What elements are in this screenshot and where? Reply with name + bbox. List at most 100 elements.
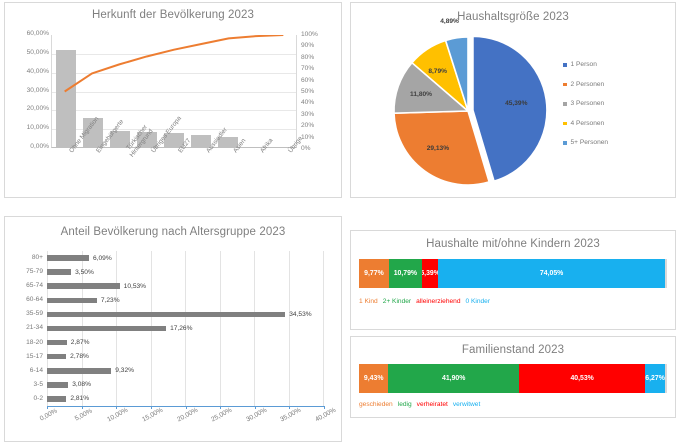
pareto-y-tick-right: 70% <box>301 65 315 73</box>
age-bar <box>47 255 90 261</box>
age-bar <box>47 353 67 360</box>
pareto-bar <box>136 132 157 147</box>
age-bar <box>47 297 97 304</box>
pie-legend-item[interactable]: 3 Personen <box>563 94 608 114</box>
age-axis-tick <box>324 406 325 409</box>
age-bar <box>47 325 167 332</box>
chart-panel-herkunft: Herkunft der Bevölkerung 2023 60,00% 50,0… <box>4 2 342 198</box>
age-axis-tick <box>289 406 291 409</box>
pie-legend-item[interactable]: 2 Personen <box>563 75 608 95</box>
pareto-y-tick-right: 80% <box>301 53 315 61</box>
age-category-label: 35-59 <box>26 310 43 318</box>
pareto-y-tick-right: 10% <box>301 133 315 141</box>
age-axis-tick <box>47 406 48 409</box>
pie-legend: 1 Person 2 Personen 3 Personen 4 Personen 5+… <box>563 55 608 153</box>
age-x-tick-label: 35,00% <box>279 406 303 424</box>
pareto-y-tick-right: 40% <box>301 99 315 107</box>
age-data-label: 10,53% <box>123 282 147 290</box>
age-axis-tick <box>150 406 152 409</box>
age-bar-row: 3-5 3,08% <box>33 378 323 392</box>
stacked-segment[interactable]: 9,43% <box>359 364 389 393</box>
pie-data-label: 4,89% <box>440 18 459 26</box>
stacked-bar-familienstand: 9,43% 41,90% 40,53% 6,27% <box>359 364 667 393</box>
age-x-tick-label: 20,00% <box>175 406 199 424</box>
age-category-label: 3-5 <box>33 380 43 388</box>
pareto-gridline <box>52 129 296 131</box>
stacked-segment[interactable]: 10,79% <box>388 259 422 288</box>
age-gridline <box>185 251 186 406</box>
age-category-label: 6-14 <box>29 366 43 374</box>
age-data-label: 2,87% <box>70 339 90 347</box>
pie-legend-item[interactable]: 5+ Personen <box>563 133 608 153</box>
age-bar-row: 65-74 10,53% <box>26 279 323 293</box>
pie-legend-item[interactable]: 4 Personen <box>563 114 608 134</box>
pareto-y-tick-left: 20,00% <box>26 105 49 113</box>
age-bar-row: 18-20 2,87% <box>26 336 323 350</box>
legend-familienstand: geschieden ledig verheiratet verwitwet <box>359 401 480 408</box>
pie-slice[interactable] <box>444 36 469 112</box>
age-bar-row: 60-64 7,23% <box>26 293 323 307</box>
age-data-label: 34,53% <box>289 310 312 318</box>
stacked-legend-label[interactable]: 1 Kind <box>359 298 378 305</box>
pareto-y-tick-left: 40,00% <box>26 67 49 75</box>
age-x-tick-label: 40,00% <box>314 406 338 424</box>
age-gridline <box>219 251 221 406</box>
stacked-segment[interactable]: 5,39% <box>421 259 439 288</box>
age-data-label: 7,23% <box>100 296 120 304</box>
age-x-tick-label: 25,00% <box>210 406 234 424</box>
pie-slice[interactable] <box>393 110 491 186</box>
stacked-legend-label[interactable]: verwitwet <box>452 401 481 408</box>
pareto-bar <box>218 137 239 147</box>
chart-panel-haushaltsgroesse: Haushaltsgröße 2023 45,39% 29,13% 11,80% 8,… <box>350 2 676 198</box>
pie-legend-item[interactable]: 1 Person <box>563 55 608 75</box>
pareto-y-tick-right: 90% <box>301 42 315 50</box>
age-axis-tick <box>116 406 118 409</box>
pie-slice[interactable] <box>472 35 548 183</box>
pie-legend-label: 3 Personen <box>570 100 605 108</box>
age-bar-row: 80+ 6,09% <box>32 251 323 265</box>
pareto-bar-cell <box>188 35 215 147</box>
age-data-label: 3,50% <box>75 268 94 276</box>
age-plot-area: 80+ 6,09% 75-79 3,50% 65-74 10,53% 60-64 7,23% 3… <box>26 251 324 406</box>
age-bar-row: 15-17 2,78% <box>26 350 323 364</box>
pareto-y-tick-left: 10,00% <box>26 124 49 132</box>
age-data-label: 9,32% <box>115 367 134 375</box>
age-data-label: 17,26% <box>170 324 193 332</box>
pareto-bar <box>55 50 76 147</box>
stacked-legend-label[interactable]: verheiratet <box>416 401 448 408</box>
pareto-y-axis-left: 60,00% 50,00% 40,00% 30,00% 20,00% 10,00% 0,00… <box>5 29 49 161</box>
stacked-segment[interactable]: 41,90% <box>388 364 519 393</box>
age-data-label: 6,09% <box>93 254 112 262</box>
pie-slices <box>393 35 548 186</box>
age-bar <box>47 382 69 388</box>
pie-data-label: 29,13% <box>426 144 450 152</box>
pareto-bar-cell <box>79 35 106 147</box>
age-x-tick-label: 15,00% <box>140 406 165 424</box>
stacked-legend-label[interactable]: 2+ Kinder <box>382 298 412 305</box>
pareto-bar-cell <box>215 35 242 147</box>
age-axis-tick <box>254 406 256 409</box>
pie-data-label: 45,39% <box>505 99 528 107</box>
age-category-label: 60-64 <box>26 296 43 304</box>
chart-title-herkunft: Herkunft der Bevölkerung 2023 <box>91 9 255 21</box>
stacked-segment[interactable]: 9,77% <box>359 259 389 288</box>
pareto-gridline <box>52 72 296 74</box>
stacked-segment[interactable]: 40,53% <box>518 364 646 393</box>
stacked-segment[interactable]: 6,27% <box>645 364 665 393</box>
stacked-legend-label[interactable]: ledig <box>397 401 412 408</box>
age-x-tick-label: 10,00% <box>106 406 130 424</box>
pareto-bar-cell <box>106 35 133 147</box>
age-bar-row: 0-2 2,81% <box>33 392 323 406</box>
stacked-segment[interactable]: 74,05% <box>438 259 665 288</box>
age-data-label: 2,78% <box>70 353 89 361</box>
age-bar-row: 75-79 3,50% <box>26 265 323 279</box>
pie-data-label: 8,79% <box>428 68 448 76</box>
age-category-label: 15-17 <box>26 352 43 360</box>
stacked-legend-label[interactable]: alleinerziehend <box>416 298 461 305</box>
pareto-bar <box>82 118 103 147</box>
stacked-legend-label[interactable]: 0 Kinder <box>465 298 491 305</box>
stacked-legend-label[interactable]: geschieden <box>359 401 393 408</box>
age-bar <box>47 283 120 289</box>
pareto-bar <box>163 133 185 147</box>
legend-color-swatch <box>563 102 567 106</box>
